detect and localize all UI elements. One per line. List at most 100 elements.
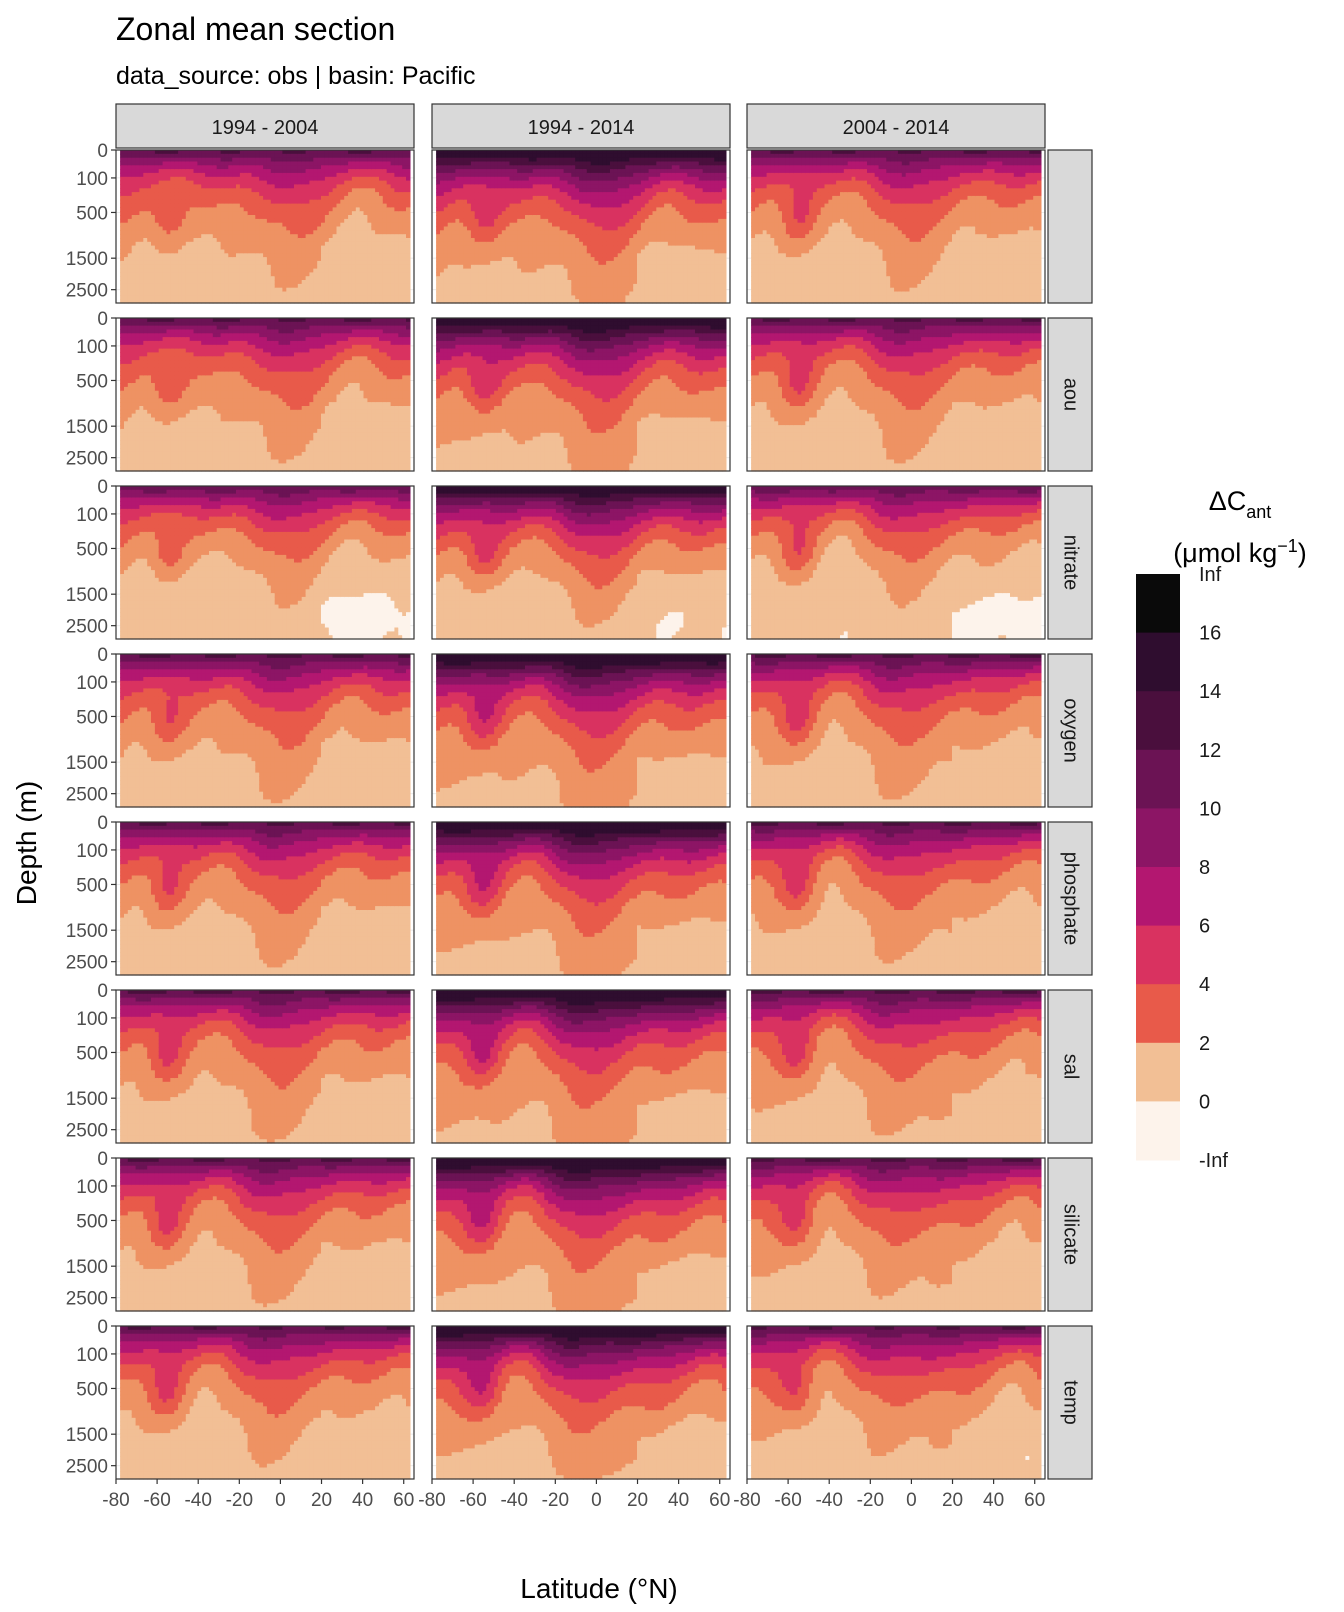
contour-cell <box>132 242 137 246</box>
contour-cell <box>132 227 137 231</box>
contour-cell <box>143 158 148 162</box>
contour-cell <box>120 265 125 269</box>
contour-cell <box>132 292 137 296</box>
contour-cell <box>139 154 144 158</box>
contour-cell <box>128 188 133 192</box>
contour-cell <box>120 257 125 261</box>
contour-cell <box>159 211 164 215</box>
contour-cell <box>120 196 125 200</box>
contour-cell <box>139 276 144 280</box>
contour-cell <box>151 242 156 246</box>
contour-cell <box>128 150 133 154</box>
contour-cell <box>139 158 144 162</box>
contour-cell <box>143 250 148 254</box>
contour-cell <box>120 158 125 162</box>
contour-cell <box>151 238 156 242</box>
contour-cell <box>132 204 137 208</box>
contour-cell <box>151 188 156 192</box>
contour-cell <box>128 265 133 269</box>
contour-cell <box>143 177 148 181</box>
contour-cell <box>132 211 137 215</box>
contour-cell <box>139 173 144 177</box>
contour-cell <box>132 253 137 257</box>
contour-cell <box>139 192 144 196</box>
contour-cell <box>120 250 125 254</box>
contour-cell <box>143 219 148 223</box>
contour-cell <box>128 204 133 208</box>
contour-cell <box>132 177 137 181</box>
contour-cell <box>132 169 137 173</box>
contour-cell <box>120 223 125 227</box>
contour-cell <box>159 223 164 227</box>
contour-cell <box>120 234 125 238</box>
contour-cell <box>143 207 148 211</box>
contour-cell <box>139 223 144 227</box>
contour-cell <box>128 184 133 188</box>
contour-cell <box>151 181 156 185</box>
contour-cell <box>120 215 125 219</box>
contour-cell <box>159 177 164 181</box>
contour-cell <box>128 272 133 276</box>
contour-cell <box>132 154 137 158</box>
contour-cell <box>120 227 125 231</box>
contour-cell <box>143 211 148 215</box>
contour-cell <box>128 246 133 250</box>
contour-cell <box>143 223 148 227</box>
contour-cell <box>143 280 148 284</box>
contour-cell <box>143 295 148 299</box>
contour-cell <box>151 295 156 299</box>
contour-cell <box>143 230 148 234</box>
contour-cell <box>143 288 148 292</box>
contour-cell <box>120 276 125 280</box>
contour-cell <box>143 257 148 261</box>
contour-cell <box>143 246 148 250</box>
contour-cell <box>120 242 125 246</box>
contour-cell <box>139 288 144 292</box>
contour-cell <box>151 250 156 254</box>
facet-panels <box>116 150 1045 1480</box>
contour-cell <box>128 230 133 234</box>
contour-cell <box>143 276 148 280</box>
contour-cell <box>132 257 137 261</box>
contour-cell <box>128 261 133 265</box>
contour-cell <box>120 288 125 292</box>
contour-cell <box>120 184 125 188</box>
contour-cell <box>128 173 133 177</box>
chart-subtitle: data_source: obs | basin: Pacific <box>116 62 475 90</box>
contour-cell <box>151 162 156 166</box>
contour-cell <box>143 261 148 265</box>
contour-cell <box>143 238 148 242</box>
contour-cell <box>151 227 156 231</box>
contour-cell <box>139 242 144 246</box>
contour-cell <box>151 246 156 250</box>
contour-cell <box>128 292 133 296</box>
contour-cell <box>139 250 144 254</box>
contour-cell <box>120 211 125 215</box>
contour-cell <box>159 219 164 223</box>
contour-cell <box>128 284 133 288</box>
contour-cell <box>151 280 156 284</box>
contour-cell <box>132 265 137 269</box>
contour-cell <box>143 188 148 192</box>
contour-cell <box>151 207 156 211</box>
contour-cell <box>151 192 156 196</box>
contour-cell <box>132 165 137 169</box>
contour-cell <box>132 284 137 288</box>
contour-cell <box>132 207 137 211</box>
contour-cell <box>159 162 164 166</box>
contour-cell <box>128 280 133 284</box>
contour-cell <box>128 234 133 238</box>
contour-cell <box>120 246 125 250</box>
contour-cell <box>139 257 144 261</box>
contour-cell <box>128 288 133 292</box>
contour-cell <box>120 181 125 185</box>
contour-cell <box>159 192 164 196</box>
contour-cell <box>139 238 144 242</box>
contour-cell <box>139 265 144 269</box>
contour-cell <box>128 181 133 185</box>
contour-cell <box>139 200 144 204</box>
contour-cell <box>120 295 125 299</box>
contour-cell <box>128 219 133 223</box>
contour-cell <box>128 215 133 219</box>
